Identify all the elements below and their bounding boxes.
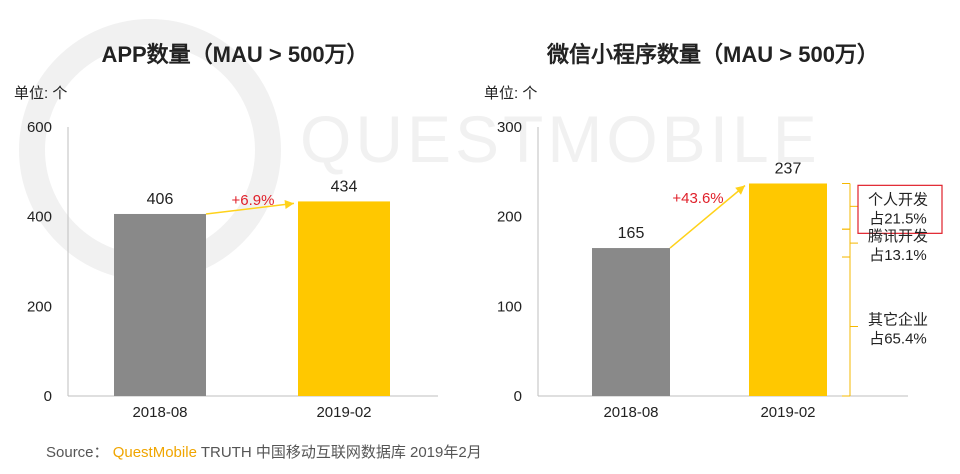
x-tick-label: 2018-08 [132,404,187,421]
unit-label: 单位: 个 [484,85,537,102]
source-note: Source： QuestMobile TRUTH 中国移动互联网数据库 201… [46,441,482,462]
breakdown-share: 占65.4% [869,331,927,348]
bar [592,248,670,396]
breakdown-label: 腾讯开发 [868,228,928,245]
x-tick-label: 2018-08 [603,404,658,421]
breakdown-label: 其它企业 [868,311,928,329]
bar-value-label: 237 [775,160,802,177]
growth-rate-label: +43.6% [672,190,723,207]
growth-arrow-line [205,202,295,215]
unit-label: 单位: 个 [14,85,67,102]
source-text: TRUTH 中国移动互联网数据库 2019年2月 [200,444,482,461]
bar [114,213,206,396]
source-brand: QuestMobile [112,444,197,461]
breakdown-share: 占13.1% [869,247,927,264]
miniprogram-count-chart: 微信小程序数量（MAU > 500万） 单位: 个 0 100 200 300 165 201… [484,42,943,421]
y-tick-label: 400 [27,209,52,226]
y-tick-label: 0 [44,388,52,405]
chart-title: 微信小程序数量（MAU > 500万） [546,42,879,67]
y-tick-label: 0 [514,388,522,405]
breakdown-share: 占21.5% [869,210,927,227]
growth-rate-label: +6.9% [232,192,275,209]
arrow-head-icon [735,185,745,195]
highlight-box [857,184,943,234]
y-tick-label: 200 [27,298,52,315]
bar-value-label: 434 [331,178,358,195]
source-prefix: Source： [46,444,109,461]
chart-title: APP数量（MAU > 500万） [101,42,368,67]
y-tick-label: 200 [497,209,522,226]
growth-arrow-line [669,184,746,249]
breakdown-label: 个人开发 [868,191,928,208]
x-tick-label: 2019-02 [316,404,371,421]
bar [749,183,827,396]
bar-value-label: 165 [618,225,645,242]
bar [298,201,390,396]
watermark-text: QUESTMOBILE [300,102,821,176]
y-tick-label: 100 [497,298,522,315]
y-tick-label: 300 [497,119,522,136]
app-count-chart: APP数量（MAU > 500万） 单位: 个 0 200 400 600 406 2018-… [14,42,438,421]
arrow-head-icon [284,200,294,209]
bar-value-label: 406 [147,191,174,208]
x-tick-label: 2019-02 [760,404,815,421]
y-tick-label: 600 [27,119,52,136]
